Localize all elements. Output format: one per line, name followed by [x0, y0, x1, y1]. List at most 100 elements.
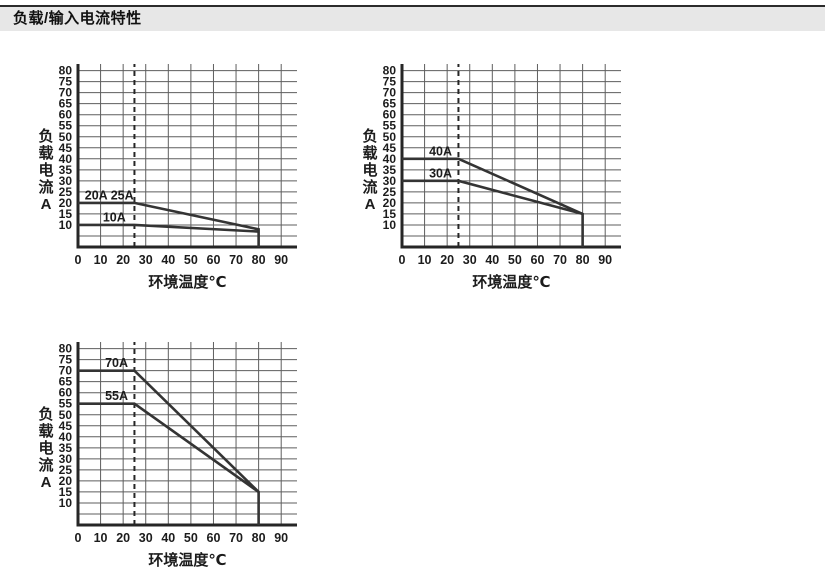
- y-tick-label: 45: [383, 141, 397, 155]
- series-line-10A: [78, 223, 259, 233]
- x-tick-label: 0: [75, 531, 82, 545]
- axes: [76, 342, 297, 527]
- chart-load-current-55a-70a: 10 15 20 25 30 35 40 45 50 55 60 65 70 75 80 0 10 20 30 40 5…: [15, 328, 335, 577]
- y-tick-label: 25: [59, 185, 73, 199]
- x-axis-title: 环境温度℃: [472, 273, 550, 291]
- x-tick-label: 0: [399, 253, 406, 267]
- y-tick-label: 15: [59, 207, 73, 221]
- y-tick-label: 45: [59, 141, 73, 155]
- y-tick-label: 15: [383, 207, 397, 221]
- y-tick-label: 70: [59, 86, 73, 100]
- chart-load-current-30a-40a: 10 15 20 25 30 35 40 45 50 55 60 65 70 75 80 0 10 20 30 40 5…: [339, 50, 659, 305]
- x-tick-label: 70: [553, 253, 567, 267]
- y-tick-label: 60: [383, 108, 397, 122]
- y-axis-title-char: 载: [38, 144, 53, 162]
- x-tick-label: 20: [440, 253, 454, 267]
- x-tick-label: 50: [184, 253, 198, 267]
- y-tick-label: 40: [59, 430, 73, 444]
- y-tick-label: 40: [59, 152, 73, 166]
- y-axis-title-char: 载: [38, 422, 53, 440]
- x-tick-label: 90: [274, 253, 288, 267]
- y-tick-label: 70: [59, 364, 73, 378]
- x-tick-label: 50: [184, 531, 198, 545]
- y-axis-title-char: 负: [362, 127, 377, 145]
- series-label-10A: 10A: [103, 210, 126, 224]
- y-axis-title-char: 载: [362, 144, 377, 162]
- x-tick-label: 30: [463, 253, 477, 267]
- series-line-20A-25A: [78, 201, 260, 247]
- series-label-30A: 30A: [429, 166, 452, 180]
- x-tick-label: 80: [252, 253, 266, 267]
- series-line-40A: [402, 157, 584, 247]
- series-line-70A: [78, 369, 260, 525]
- x-tick-label: 20: [116, 253, 130, 267]
- gridlines: [78, 64, 297, 247]
- y-tick-label: 80: [59, 64, 73, 78]
- x-tick-label: 60: [207, 253, 221, 267]
- series-label-70A: 70A: [105, 356, 128, 370]
- y-tick-label: 50: [59, 130, 73, 144]
- x-tick-label: 50: [508, 253, 522, 267]
- x-tick-label: 40: [485, 253, 499, 267]
- y-tick-label: 80: [383, 64, 397, 78]
- x-tick-labels: 0 10 20 30 40 50 60 70 80 90: [75, 253, 289, 267]
- series-label-40A: 40A: [429, 144, 452, 158]
- y-tick-label: 30: [383, 174, 397, 188]
- x-tick-label: 40: [161, 253, 175, 267]
- y-axis-title-char: A: [41, 196, 52, 213]
- x-tick-label: 70: [229, 253, 243, 267]
- y-tick-label: 30: [59, 174, 73, 188]
- x-tick-label: 30: [139, 253, 153, 267]
- y-axis-title-char: A: [41, 474, 52, 491]
- y-tick-label: 20: [59, 474, 73, 488]
- y-tick-label: 35: [59, 163, 73, 177]
- y-tick-label: 20: [383, 196, 397, 210]
- y-tick-label: 25: [59, 463, 73, 477]
- y-tick-label: 75: [59, 353, 73, 367]
- x-tick-labels: 0 10 20 30 40 50 60 70 80 90: [75, 531, 289, 545]
- y-tick-label: 30: [59, 452, 73, 466]
- y-tick-label: 10: [59, 496, 73, 510]
- y-tick-label: 40: [383, 152, 397, 166]
- x-axis-title: 环境温度℃: [148, 273, 226, 291]
- y-tick-label: 50: [383, 130, 397, 144]
- x-tick-label: 20: [116, 531, 130, 545]
- x-tick-label: 10: [94, 531, 108, 545]
- series-label-20A-25A: 20A 25A: [85, 188, 134, 202]
- y-tick-label: 65: [59, 97, 73, 111]
- y-tick-label: 65: [59, 375, 73, 389]
- section-header: 负载/输入电流特性: [0, 5, 825, 31]
- y-tick-label: 15: [59, 485, 73, 499]
- y-tick-label: 55: [59, 119, 73, 133]
- axes: [400, 64, 621, 249]
- x-tick-label: 40: [161, 531, 175, 545]
- y-tick-label: 25: [383, 185, 397, 199]
- y-axis-title-char: 负: [38, 405, 53, 423]
- y-tick-label: 65: [383, 97, 397, 111]
- axes: [76, 64, 297, 249]
- y-axis-title-char: 电: [38, 161, 53, 179]
- y-tick-label: 45: [59, 419, 73, 433]
- x-tick-label: 80: [576, 253, 590, 267]
- y-tick-label: 70: [383, 86, 397, 100]
- y-tick-label: 10: [59, 218, 73, 232]
- x-axis-title: 环境温度℃: [148, 551, 226, 569]
- y-tick-label: 20: [59, 196, 73, 210]
- series-label-55A: 55A: [105, 389, 128, 403]
- x-tick-label: 30: [139, 531, 153, 545]
- y-tick-label: 75: [383, 75, 397, 89]
- series-line-55A: [78, 402, 260, 493]
- y-tick-label: 55: [383, 119, 397, 133]
- x-tick-label: 0: [75, 253, 82, 267]
- y-axis-title-char: 流: [362, 178, 377, 196]
- y-axis-title-char: 电: [38, 439, 53, 457]
- y-tick-label: 75: [59, 75, 73, 89]
- x-tick-label: 70: [229, 531, 243, 545]
- section-title: 负载/输入电流特性: [13, 10, 142, 27]
